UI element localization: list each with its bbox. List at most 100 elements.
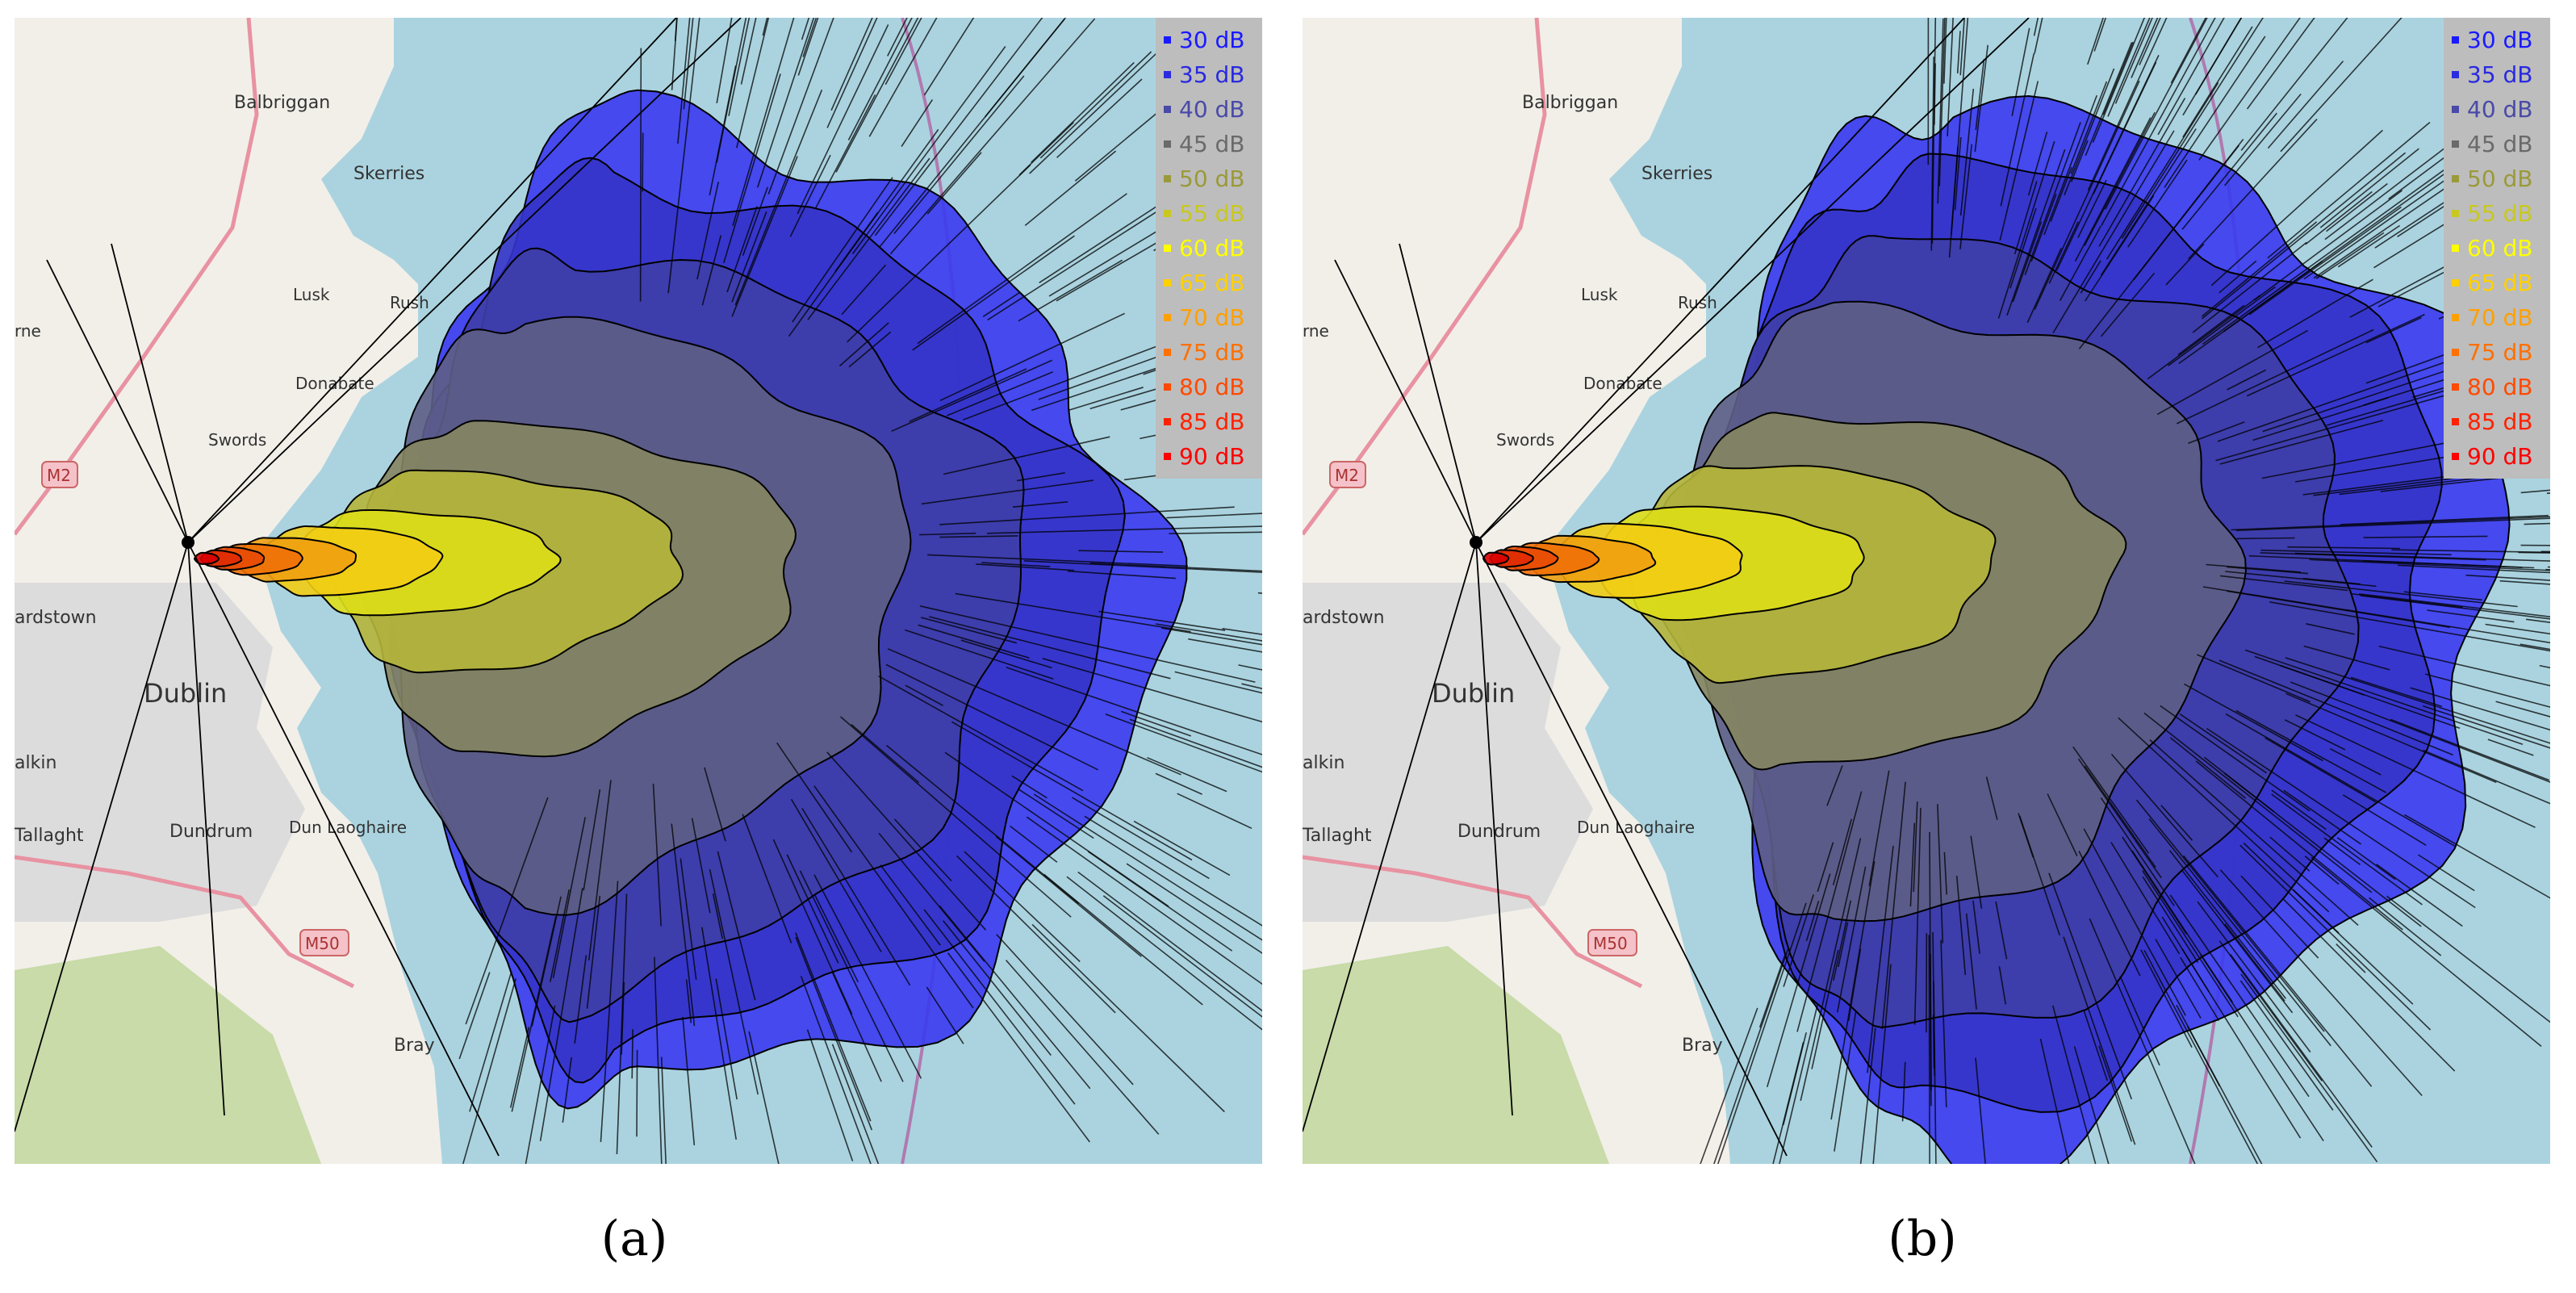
flight-track (2181, 869, 2294, 1014)
flight-track (767, 18, 834, 195)
flight-track (2026, 247, 2062, 324)
flight-track (2376, 864, 2463, 927)
flight-track (2248, 206, 2402, 316)
place-label: rne (15, 321, 41, 341)
flight-track (1077, 871, 1262, 1012)
flight-track (1039, 51, 1152, 159)
flight-track (2422, 705, 2550, 749)
flight-track (1105, 713, 1262, 773)
flight-track (1832, 818, 1853, 885)
flight-track (1830, 860, 1876, 1120)
flight-track (2240, 875, 2319, 959)
flight-track (964, 851, 1081, 963)
flight-track (748, 1031, 780, 1164)
flight-track (2342, 794, 2427, 846)
flight-track (1066, 876, 1262, 1031)
flight-track (2139, 18, 2161, 65)
legend-swatch (1164, 314, 1171, 321)
flight-track (2084, 765, 2156, 868)
flight-track (919, 605, 1256, 683)
flight-track (2164, 36, 2266, 188)
flight-track (671, 823, 696, 1027)
flight-track (976, 563, 1074, 571)
flight-track (2156, 329, 2308, 416)
flight-track (2390, 718, 2550, 781)
flight-track (1399, 243, 1477, 543)
flight-track (909, 368, 1027, 423)
flight-track (2303, 645, 2390, 671)
flight-track (187, 542, 500, 1157)
flight-track (955, 592, 1191, 633)
flight-track (851, 723, 920, 784)
flight-track (1913, 801, 1918, 892)
map-b[interactable]: Balbriggan Skerries Lusk Rush Donabate Swords… (1303, 18, 2550, 1164)
flight-track (2050, 166, 2072, 222)
flight-track (772, 839, 853, 1015)
flight-track (712, 893, 723, 939)
legend-item: 75 dB (2444, 335, 2550, 370)
flight-track (187, 18, 742, 543)
flight-track (2284, 719, 2346, 751)
flight-track (574, 955, 588, 1044)
flight-track (2070, 81, 2108, 174)
flight-track (2253, 190, 2403, 301)
urban-area (15, 583, 305, 922)
flight-track (878, 832, 985, 962)
flight-track (2083, 1010, 2108, 1082)
flight-track (1031, 923, 1225, 1113)
flight-track (800, 976, 872, 1164)
flight-track (1933, 981, 1937, 1164)
flight-track (927, 554, 1189, 567)
flight-track (717, 851, 756, 1001)
legend-label: 85 dB (2467, 408, 2533, 435)
flight-track (841, 264, 887, 316)
map-a[interactable]: Balbriggan Skerries Lusk Rush Donabate Swords… (15, 18, 1262, 1164)
flight-track (887, 648, 1181, 776)
flight-track (880, 864, 941, 946)
place-label: Rush (1678, 293, 1717, 312)
flight-track (1089, 562, 1262, 572)
flight-track (838, 322, 889, 367)
flight-track (2358, 593, 2550, 617)
legend-swatch (2452, 106, 2459, 113)
flight-track (776, 742, 853, 853)
flight-track (790, 798, 882, 952)
flight-track (652, 783, 662, 927)
flight-track (2337, 224, 2401, 268)
flight-track (2397, 564, 2550, 574)
legend-item: 70 dB (1156, 300, 1262, 335)
flight-track (683, 18, 694, 110)
flight-track (786, 854, 839, 964)
flight-track (2047, 793, 2078, 856)
flight-track (1169, 531, 1262, 534)
noise-contour-90db (1482, 551, 1510, 566)
flight-track (1811, 949, 1839, 1069)
flight-track (458, 972, 491, 1060)
flight-track (868, 18, 938, 137)
flight-track (2131, 18, 2159, 78)
flight-track (1965, 913, 1977, 1010)
place-label: Bray (394, 1036, 435, 1056)
flight-track (2363, 535, 2488, 538)
place-label: ardstown (1303, 608, 1385, 628)
flight-track (2264, 737, 2377, 803)
place-label: Rush (390, 293, 429, 312)
flight-track (2085, 195, 2155, 302)
flight-track (621, 981, 625, 1055)
flight-track (947, 952, 1090, 1143)
flight-track (2365, 316, 2422, 344)
flight-track (2267, 61, 2344, 149)
svg-text:M2: M2 (47, 466, 71, 485)
flight-track (2302, 577, 2361, 585)
flight-track (939, 905, 1091, 1090)
flight-track (1881, 781, 1906, 1030)
flight-track (885, 744, 1080, 905)
flight-track (2352, 593, 2463, 609)
flight-track (734, 90, 823, 306)
legend-item: 35 dB (1156, 57, 1262, 92)
flight-track (1174, 671, 1262, 694)
flight-track (831, 972, 882, 1082)
flight-track (1078, 550, 1164, 553)
airport-marker (182, 536, 194, 549)
flight-track (2184, 683, 2323, 762)
